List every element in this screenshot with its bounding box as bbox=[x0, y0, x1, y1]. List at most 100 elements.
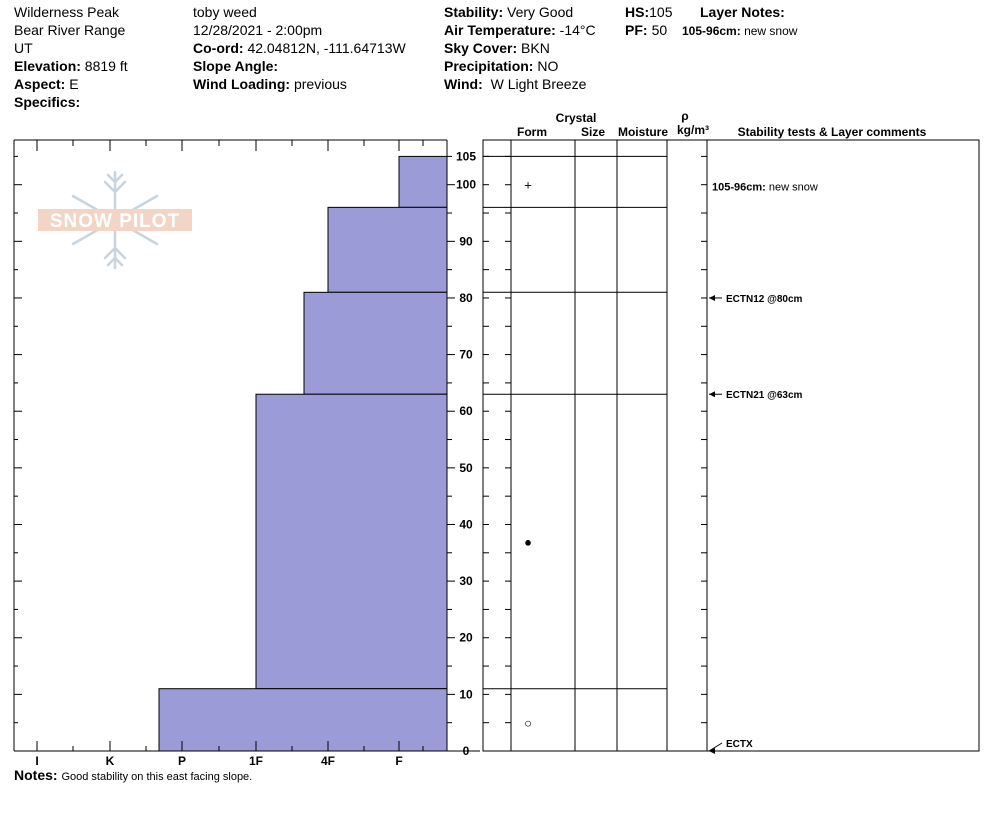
size-header: Size bbox=[581, 125, 605, 139]
hardness-tick-label: I bbox=[35, 754, 38, 768]
layer-notes-label: Layer Notes: bbox=[700, 4, 785, 20]
hardness-tick-label: 4F bbox=[321, 754, 335, 768]
specifics-label: Specifics: bbox=[14, 94, 81, 110]
aspect-value: E bbox=[69, 76, 79, 92]
layer-note-text: new snow bbox=[744, 24, 798, 38]
moisture-header: Moisture bbox=[618, 125, 668, 139]
pf: PF: 50 bbox=[625, 22, 667, 38]
hardness-layer-bar bbox=[158, 688, 448, 752]
layer-comment-text: new snow bbox=[769, 182, 818, 194]
stability-label: Stability: bbox=[444, 4, 504, 20]
air-temp-label: Air Temperature: bbox=[444, 22, 556, 38]
precip-label: Precipitation: bbox=[444, 58, 534, 74]
sky-value: BKN bbox=[521, 40, 550, 56]
precip-value: NO bbox=[537, 58, 559, 74]
height-tick-label: 30 bbox=[459, 574, 473, 588]
wind-loading-label: Wind Loading: bbox=[193, 76, 291, 92]
height-tick-label: 0 bbox=[463, 744, 470, 758]
stability-test-result: ECTX bbox=[726, 739, 753, 750]
crystal-form-symbol: ● bbox=[524, 534, 532, 549]
slope-angle: Slope Angle: bbox=[193, 58, 278, 74]
elevation: Elevation: 8819 ft bbox=[14, 58, 128, 74]
datetime: 12/28/2021 - 2:00pm bbox=[193, 22, 323, 38]
height-tick-label: 100 bbox=[456, 178, 476, 192]
hardness-layer-bar bbox=[303, 291, 448, 395]
comment-arrow-line bbox=[708, 742, 723, 752]
height-tick-label: 90 bbox=[459, 234, 473, 248]
observer: toby weed bbox=[193, 4, 257, 20]
location-name: Wilderness Peak bbox=[14, 4, 120, 20]
crystal-form-symbol: ○ bbox=[524, 716, 532, 731]
comment-arrow-head bbox=[709, 294, 715, 301]
layer-boundaries bbox=[483, 155, 667, 690]
stability-test-result: ECTN21 @63cm bbox=[726, 390, 803, 401]
stability-header: Stability tests & Layer comments bbox=[738, 125, 927, 139]
height-tick-label: 70 bbox=[459, 348, 473, 362]
snowpilot-logo-text: SNOW PILOT bbox=[50, 211, 180, 232]
crystal-header: Crystal bbox=[556, 111, 597, 125]
pf-label: PF: bbox=[625, 22, 648, 38]
height-tick-label: 40 bbox=[459, 517, 473, 531]
layer-table-frame bbox=[482, 139, 980, 752]
snowpilot-logo-banner bbox=[38, 209, 192, 231]
state: UT bbox=[14, 40, 33, 56]
wind-value: W Light Breeze bbox=[490, 76, 587, 92]
pf-value: 50 bbox=[651, 22, 668, 38]
aspect-label: Aspect: bbox=[14, 76, 66, 92]
notes-text: Good stability on this east facing slope… bbox=[61, 771, 253, 783]
hardness-tick-label: F bbox=[395, 754, 402, 768]
layer-comment: 105-96cm: new snow bbox=[712, 182, 818, 194]
precipitation: Precipitation: NO bbox=[444, 58, 558, 74]
aspect: Aspect: E bbox=[14, 76, 79, 92]
wind-loading: Wind Loading: previous bbox=[193, 76, 347, 92]
form-header: Form bbox=[517, 125, 547, 139]
height-tick-label: 10 bbox=[459, 687, 473, 701]
stability-test-result: ECTN12 @80cm bbox=[726, 294, 803, 305]
rho-header: ρ bbox=[681, 109, 688, 123]
slope-label: Slope Angle: bbox=[193, 58, 279, 74]
layer-comment-range: 105-96cm: bbox=[712, 182, 769, 194]
wind: Wind: W Light Breeze bbox=[444, 76, 586, 92]
stability: Stability: Very Good bbox=[444, 4, 573, 20]
hardness-layer-bar bbox=[255, 393, 448, 690]
elevation-value: 8819 ft bbox=[84, 58, 128, 74]
density-unit-header: kg/m³ bbox=[677, 123, 709, 137]
sky-cover: Sky Cover: BKN bbox=[444, 40, 550, 56]
elevation-label: Elevation: bbox=[14, 58, 81, 74]
height-tick-label: 105 bbox=[456, 149, 476, 163]
axis-ticks bbox=[14, 140, 707, 752]
hardness-tick-labels: I K P 1F 4F F bbox=[35, 754, 402, 768]
height-tick-label: 60 bbox=[459, 404, 473, 418]
hardness-layer-bar bbox=[398, 155, 448, 208]
height-tick-label: 80 bbox=[459, 291, 473, 305]
notes: Notes: Good stability on this east facin… bbox=[14, 767, 252, 785]
hs-value: 105 bbox=[649, 4, 673, 20]
hardness-layer-bar bbox=[327, 206, 448, 293]
height-tick-labels: 0 10 20 30 40 50 60 70 80 90 100 105 bbox=[456, 149, 476, 758]
air-temp-value: -14°C bbox=[559, 22, 596, 38]
hs-label: HS: bbox=[625, 4, 650, 20]
comment-arrow-head bbox=[709, 748, 715, 754]
hardness-tick-label: P bbox=[178, 754, 186, 768]
sky-label: Sky Cover: bbox=[444, 40, 518, 56]
crystal-form-symbols: + ● ○ bbox=[524, 178, 532, 731]
coord-label: Co-ord: bbox=[193, 40, 244, 56]
coordinates: Co-ord: 42.04812N, -111.64713W bbox=[193, 40, 406, 56]
height-tick-label: 20 bbox=[459, 631, 473, 645]
stability-comments: 105-96cm: new snow ECTN12 @80cm ECTN21 @63… bbox=[708, 182, 818, 754]
hardness-tick-label: K bbox=[106, 754, 115, 768]
layer-note-range: 105-96cm: bbox=[682, 24, 741, 38]
mountain-range: Bear River Range bbox=[14, 22, 126, 38]
comment-arrow-head bbox=[709, 391, 715, 398]
crystal-form-symbol: + bbox=[524, 178, 532, 193]
layer-note: 105-96cm: new snow bbox=[682, 23, 797, 39]
hardness-tick-label: 1F bbox=[249, 754, 263, 768]
notes-label: Notes: bbox=[14, 767, 58, 783]
wind-label: Wind: bbox=[444, 76, 483, 92]
height-tick-label: 50 bbox=[459, 461, 473, 475]
hardness-layers bbox=[158, 155, 448, 752]
coord-value: 42.04812N, -111.64713W bbox=[247, 40, 406, 56]
air-temperature: Air Temperature: -14°C bbox=[444, 22, 596, 38]
wind-loading-value: previous bbox=[293, 76, 347, 92]
